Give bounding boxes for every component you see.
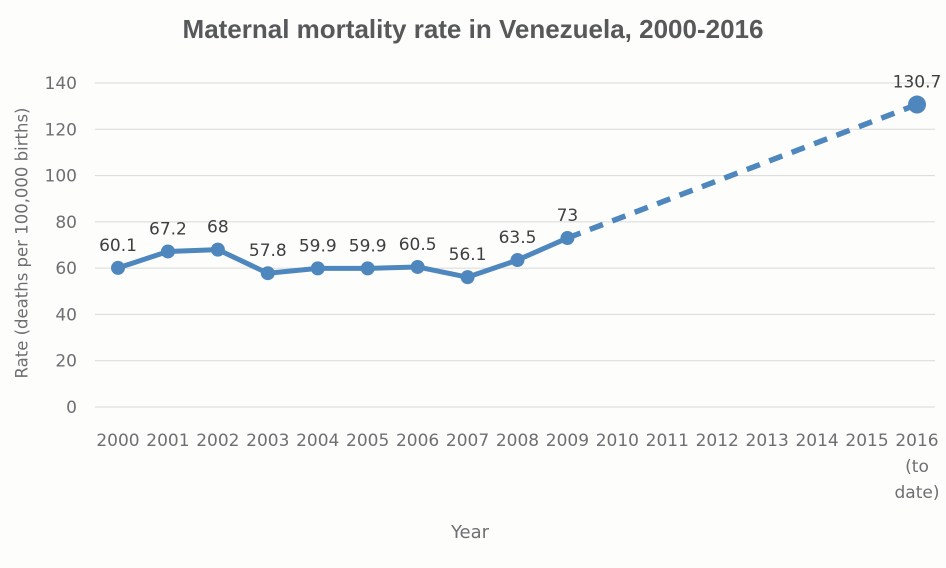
y-tick-label: 80 [55,213,77,233]
data-point-label: 63.5 [499,228,537,248]
y-tick-label: 40 [55,305,77,325]
x-tick-label: 2007 [446,431,489,451]
y-tick-label: 0 [66,398,77,418]
x-tick-label: 2011 [646,431,689,451]
data-point-marker [210,242,225,257]
data-point-label: 60.5 [399,235,437,255]
data-point-marker [310,261,325,276]
data-point-label: 73 [557,206,579,226]
x-tick-label: 2006 [396,431,439,451]
x-tick-label: 2005 [346,431,389,451]
x-tick-label: 2003 [246,431,289,451]
y-tick-label: 100 [45,167,77,187]
data-point-label: 67.2 [149,219,187,239]
data-point-marker [908,95,926,114]
x-tick-note: (to [905,457,929,477]
data-point-label: 130.7 [893,73,942,93]
series-line-projection [566,101,918,241]
data-point-marker [510,253,525,268]
data-point-marker [410,259,425,274]
x-tick-label: 2015 [845,431,888,451]
data-point-label: 68 [207,218,229,238]
x-tick-label: 2014 [795,431,838,451]
y-tick-label: 20 [55,352,77,372]
y-tick-label: 120 [45,120,77,140]
data-point-marker [460,270,475,285]
data-point-marker [111,260,125,275]
x-tick-label: 2001 [146,431,189,451]
data-point-label: 59.9 [299,236,337,256]
data-point-marker [360,261,375,276]
x-tick-label: 2010 [596,431,639,451]
x-axis-label: Year [450,522,490,543]
x-tick-label: 2008 [496,431,539,451]
x-tick-label: 2013 [746,431,789,451]
x-tick-note: date) [895,483,940,503]
data-point-label: 57.8 [249,241,287,261]
data-point-marker [560,231,575,246]
data-point-label: 59.9 [349,236,387,256]
x-tick-label: 2000 [96,431,139,451]
data-point-marker [260,266,275,281]
x-tick-label: 2004 [296,431,339,451]
x-tick-label: 2009 [546,431,589,451]
y-tick-label: 140 [45,74,77,94]
y-tick-label: 60 [55,259,77,279]
data-point-marker [160,244,175,259]
data-point-label: 60.1 [99,236,137,256]
x-tick-label: 2016 [895,431,938,451]
chart-title: Maternal mortality rate in Venezuela, 20… [182,14,764,44]
x-tick-label: 2012 [696,431,739,451]
x-tick-label: 2002 [196,431,239,451]
series-line-solid [115,235,570,280]
data-point-label: 56.1 [449,245,487,265]
